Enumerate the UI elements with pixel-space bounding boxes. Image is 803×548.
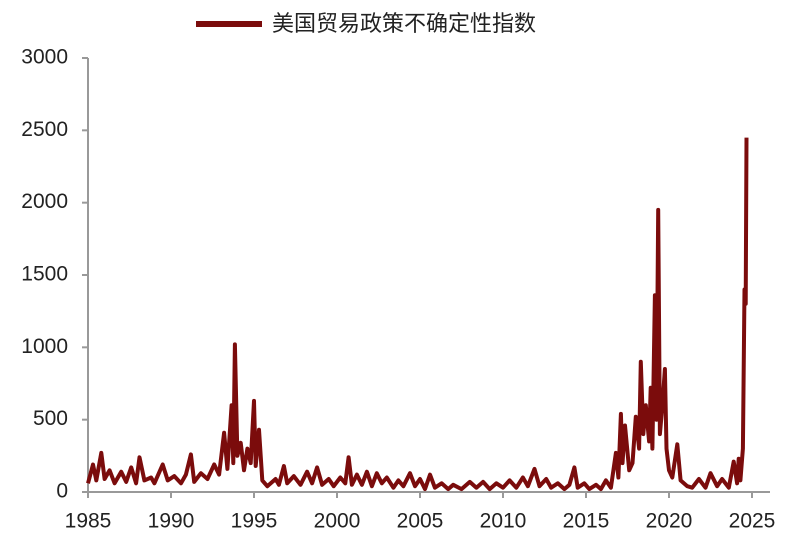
series-line (86, 137, 749, 492)
x-tick-label: 2015 (563, 510, 610, 533)
y-tick-label: 500 (33, 407, 68, 430)
x-tick-label: 1990 (148, 510, 195, 533)
x-tick-label: 1985 (65, 510, 112, 533)
x-tick-label: 2005 (397, 510, 444, 533)
x-tick-label: 1995 (231, 510, 278, 533)
y-tick-label: 0 (56, 480, 68, 503)
y-tick-label: 3000 (21, 46, 68, 69)
x-tick-label: 2025 (729, 510, 776, 533)
x-tick-label: 2010 (480, 510, 527, 533)
x-tick-label: 2020 (646, 510, 693, 533)
y-tick-label: 2500 (21, 118, 68, 141)
legend-label: 美国贸易政策不确定性指数 (272, 11, 536, 36)
y-tick-label: 1000 (21, 335, 68, 358)
y-tick-label: 2000 (21, 190, 68, 213)
x-tick-label: 2000 (314, 510, 361, 533)
y-tick-label: 1500 (21, 263, 68, 286)
